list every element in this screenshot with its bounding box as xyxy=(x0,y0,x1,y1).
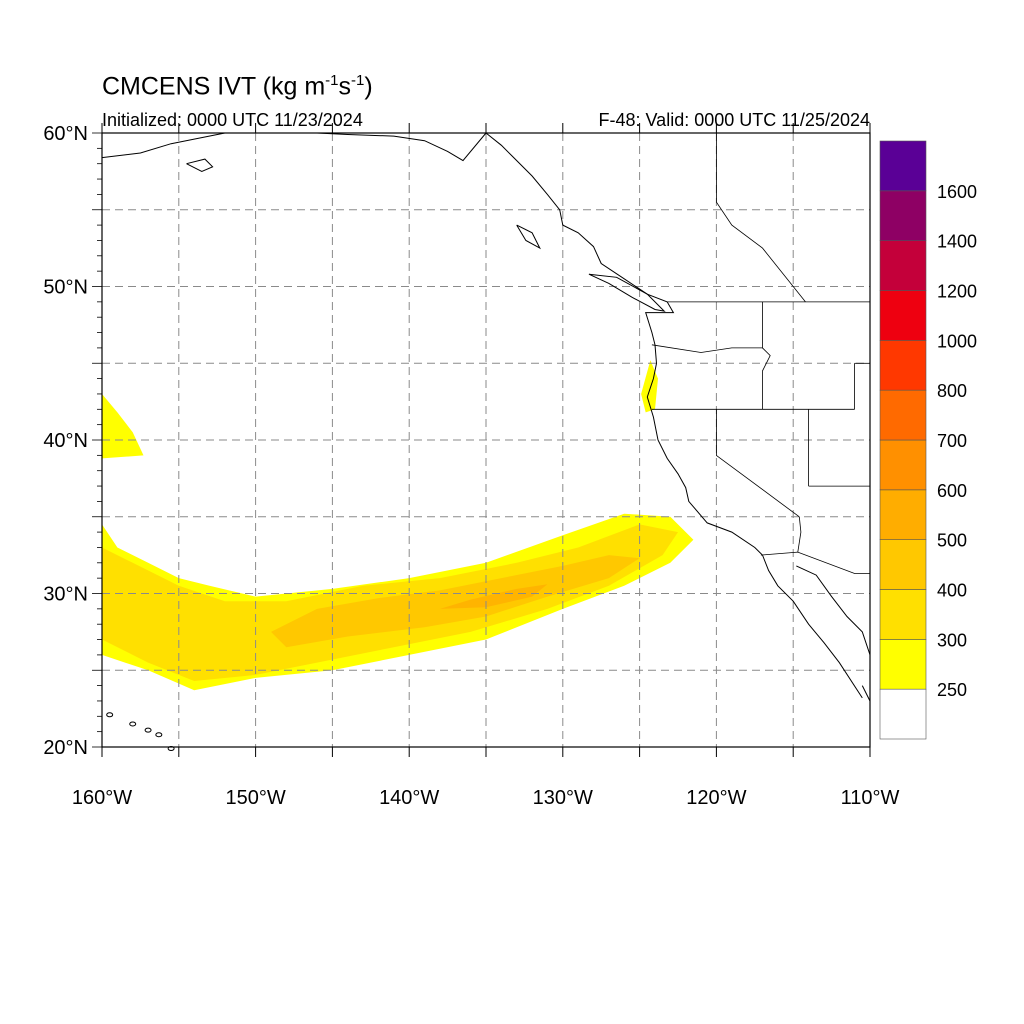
lat-label: 40°N xyxy=(43,430,88,452)
colorbar-label: 1000 xyxy=(937,331,977,351)
axis-labels: 20°N 30°N 40°N 50°N 60°N 160°W 150°W 140°W 130°W… xyxy=(43,123,899,809)
ivt-region-250 xyxy=(102,394,144,459)
ivt-region-250 xyxy=(641,360,658,413)
map-title: CMCENS IVT (kg m-1s-1) xyxy=(102,72,373,101)
political-border xyxy=(760,551,870,574)
colorbar-swatch xyxy=(879,340,927,391)
ivt-region-400 xyxy=(271,555,640,648)
lon-label: 140°W xyxy=(379,787,439,809)
colorbar-swatch xyxy=(879,539,927,590)
axis-ticks xyxy=(92,123,871,757)
valid-time: F-48: Valid: 0000 UTC 11/25/2024 xyxy=(598,110,871,130)
political-border xyxy=(762,301,771,410)
colorbar-swatch xyxy=(879,688,927,740)
coastline xyxy=(796,565,871,656)
colorbar-swatch xyxy=(879,489,927,540)
colorbar: 250 300 400 500 600 700 800 1000 1200 1400 1600 xyxy=(879,140,977,740)
colorbar-label: 800 xyxy=(937,381,967,401)
colorbar-label: 1400 xyxy=(937,232,977,252)
colorbar-swatch xyxy=(879,389,927,441)
colorbar-swatch xyxy=(879,639,927,690)
lon-label: 130°W xyxy=(533,787,593,809)
island xyxy=(129,721,137,727)
political-border xyxy=(716,133,806,303)
lon-label: 110°W xyxy=(841,787,900,809)
coastline xyxy=(485,132,863,699)
coastline xyxy=(588,273,666,312)
lon-label: 160°W xyxy=(72,787,132,809)
lat-label: 20°N xyxy=(43,737,88,759)
lon-label: 120°W xyxy=(686,787,746,809)
colorbar-label: 250 xyxy=(937,680,967,700)
island xyxy=(144,727,152,733)
political-border xyxy=(797,516,802,553)
ivt-field-layer xyxy=(102,360,694,691)
island xyxy=(106,712,114,718)
graticule-layer xyxy=(102,133,870,747)
coastline xyxy=(316,132,487,162)
lat-label: 30°N xyxy=(43,584,88,606)
colorbar-swatch xyxy=(879,439,927,491)
coastline-layer xyxy=(101,132,871,752)
colorbar-label: 1200 xyxy=(937,282,977,302)
colorbar-label: 500 xyxy=(937,531,967,551)
lon-label: 150°W xyxy=(225,787,285,809)
lat-label: 60°N xyxy=(43,123,88,145)
lat-label: 50°N xyxy=(43,277,88,299)
coastline xyxy=(861,685,871,702)
colorbar-label: 1600 xyxy=(937,182,977,202)
colorbar-label: 700 xyxy=(937,431,967,451)
island xyxy=(155,732,163,738)
colorbar-swatch xyxy=(879,240,927,291)
political-border xyxy=(651,344,763,353)
colorbar-swatch xyxy=(879,290,927,341)
colorbar-label: 400 xyxy=(937,581,967,601)
colorbar-swatch xyxy=(879,190,927,241)
coastline xyxy=(101,132,225,159)
colorbar-swatch xyxy=(879,140,927,192)
political-border xyxy=(716,409,800,518)
initialized-time: Initialized: 0000 UTC 11/23/2024 xyxy=(102,110,363,130)
coastline xyxy=(186,158,214,172)
colorbar-label: 600 xyxy=(937,481,967,501)
colorbar-label: 300 xyxy=(937,630,967,650)
colorbar-swatch xyxy=(879,589,927,640)
coastline xyxy=(516,224,541,250)
ivt-region-500 xyxy=(439,584,548,609)
